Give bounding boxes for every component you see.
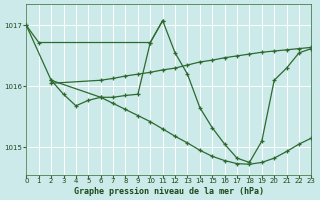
X-axis label: Graphe pression niveau de la mer (hPa): Graphe pression niveau de la mer (hPa) (74, 187, 264, 196)
